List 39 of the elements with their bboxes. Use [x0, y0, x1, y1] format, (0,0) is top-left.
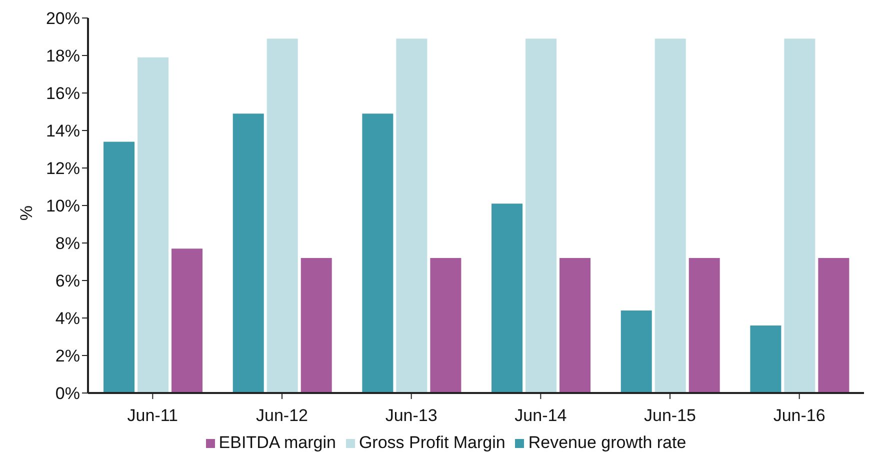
- bar: [560, 258, 591, 393]
- bar: [818, 258, 850, 393]
- legend-label: EBITDA margin: [218, 433, 336, 452]
- y-tick-label: 8%: [55, 234, 80, 254]
- bar: [784, 38, 816, 393]
- bar: [688, 258, 720, 393]
- y-tick-label: 4%: [55, 309, 80, 328]
- y-tick-label: 2%: [55, 346, 80, 366]
- bar: [492, 204, 523, 393]
- x-tick-label: Jun-14: [514, 406, 567, 426]
- x-tick-label: Jun-11: [127, 406, 178, 426]
- bar: [396, 38, 428, 393]
- legend-label: Revenue growth rate: [528, 433, 686, 452]
- bar: [138, 57, 169, 393]
- y-tick-label: 20%: [46, 9, 80, 28]
- y-tick-label: 6%: [55, 272, 80, 291]
- y-tick-label: 0%: [55, 384, 80, 404]
- bar: [266, 38, 298, 393]
- legend-label: Gross Profit Margin: [358, 433, 506, 452]
- bar: [300, 258, 332, 393]
- bar: [362, 114, 394, 393]
- x-tick-label: Jun-16: [773, 406, 826, 426]
- bar: [620, 310, 652, 393]
- bar: [172, 248, 203, 393]
- y-tick-label: 12%: [46, 159, 80, 178]
- bar: [104, 142, 135, 393]
- x-tick-label: Jun-15: [644, 406, 696, 426]
- bar: [654, 38, 686, 393]
- y-tick-label: 18%: [46, 46, 80, 66]
- y-tick-label: 16%: [46, 84, 80, 104]
- bar: [430, 258, 462, 393]
- y-tick-label: 14%: [46, 122, 80, 141]
- y-tick-label: 10%: [46, 196, 80, 216]
- bar: [232, 114, 264, 393]
- y-axis-title: %: [17, 206, 36, 221]
- x-tick-label: Jun-12: [256, 406, 308, 426]
- x-tick-label: Jun-13: [385, 406, 438, 426]
- bar: [750, 326, 782, 393]
- bar: [526, 38, 557, 393]
